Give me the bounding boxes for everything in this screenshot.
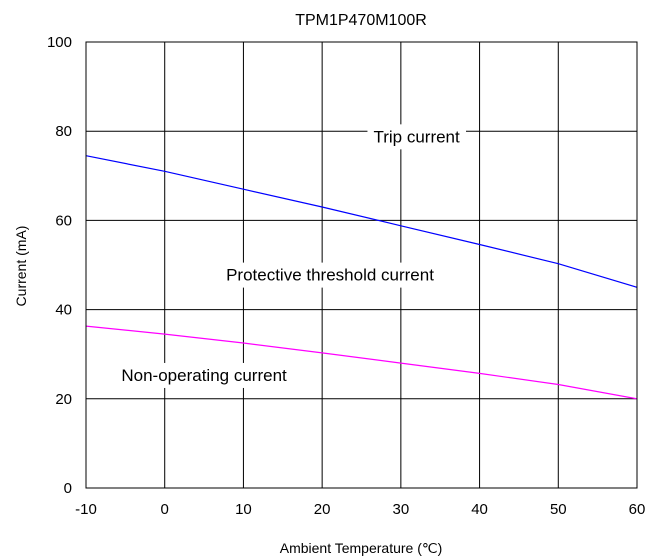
x-tick-label: 20 <box>314 501 331 518</box>
series-line <box>85 155 638 288</box>
series-line <box>85 325 638 400</box>
annotation-label: Non-operating current <box>121 366 287 385</box>
annotation-background <box>115 362 294 388</box>
y-tick-label: 40 <box>55 302 72 319</box>
annotation-label: Trip current <box>373 127 460 146</box>
x-tick-label: 0 <box>161 501 169 518</box>
series-group <box>85 155 638 400</box>
x-tick-labels: -10 0 10 20 30 40 50 60 <box>75 501 645 518</box>
y-tick-label: 60 <box>55 212 72 229</box>
y-tick-label: 80 <box>55 123 72 140</box>
x-tick-label: 10 <box>235 501 252 518</box>
x-tick-label: 30 <box>393 501 410 518</box>
x-tick-label: 60 <box>629 501 646 518</box>
annotation-background <box>367 124 467 150</box>
x-tick-label: 40 <box>471 501 488 518</box>
y-tick-label: 20 <box>55 391 72 408</box>
x-tick-label: 50 <box>550 501 567 518</box>
plot-frame <box>85 41 638 489</box>
chart-title: TPM1P470M100R <box>295 12 427 29</box>
y-tick-label: 0 <box>64 480 72 497</box>
annotations: Trip current Protective threshold current… <box>115 124 467 388</box>
x-axis-label: Ambient Temperature (℃) <box>280 540 443 556</box>
y-tick-label: 100 <box>47 34 72 51</box>
y-tick-labels: 0 20 40 60 80 100 <box>47 34 72 497</box>
x-tick-label: -10 <box>75 501 97 518</box>
y-axis-label: Current (mA) <box>13 226 29 307</box>
annotation-label: Protective threshold current <box>226 266 434 285</box>
annotation-background <box>220 262 441 288</box>
